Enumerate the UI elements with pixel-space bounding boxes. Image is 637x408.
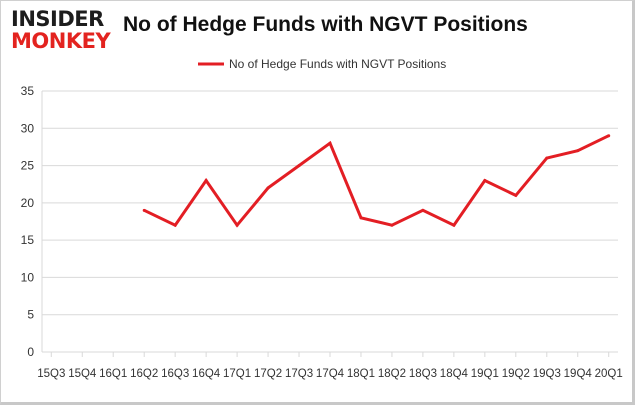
x-tick-label: 16Q3 [161,368,189,380]
x-tick-label: 19Q4 [564,368,593,380]
data-point [297,164,301,168]
x-tick-label: 18Q2 [378,368,406,380]
chart-title: No of Hedge Funds with NGVT Positions [123,13,528,36]
legend: No of Hedge Funds with NGVT Positions [198,57,446,71]
x-tick-label: 16Q2 [130,368,158,380]
data-point [483,178,487,182]
x-tick-label: 19Q3 [533,368,561,380]
x-tick-label: 17Q4 [316,368,345,380]
series-line [143,134,610,228]
y-tick-label: 25 [21,159,35,173]
x-tick-label: 17Q3 [285,368,313,380]
data-point [607,134,611,138]
x-tick-label: 18Q3 [409,368,437,380]
y-tick-label: 5 [27,308,34,322]
data-point [142,208,146,212]
x-axis-ticks: 15Q3 15Q4 16Q1 16Q2 16Q3 16Q4 17Q1 17Q2 17Q3 17Q4… [37,352,623,380]
data-point [514,193,518,197]
data-point [204,178,208,182]
data-point [266,186,270,190]
x-tick-label: 16Q1 [99,368,127,380]
insider-monkey-logo: INSIDER MONKEY [11,7,117,53]
y-tick-label: 10 [21,270,35,284]
data-point [390,223,394,227]
x-tick-label: 19Q2 [502,368,530,380]
x-tick-label: 15Q3 [37,368,65,380]
data-point [235,223,239,227]
x-tick-label: 18Q4 [440,368,469,380]
y-tick-label: 35 [21,84,35,98]
data-point [421,208,425,212]
x-tick-label: 18Q1 [347,368,375,380]
data-point [328,141,332,145]
y-tick-label: 30 [21,121,35,135]
x-tick-label: 15Q4 [68,368,97,380]
data-point [576,149,580,153]
y-tick-label: 20 [21,196,35,210]
x-tick-label: 20Q1 [595,368,623,380]
y-axis-ticks: 0 5 10 15 20 25 30 35 [21,84,35,359]
data-point [359,216,363,220]
y-tick-label: 15 [21,233,35,247]
x-tick-label: 16Q4 [192,368,221,380]
data-point [545,156,549,160]
logo-line-2: MONKEY [11,29,111,53]
x-tick-label: 19Q1 [471,368,499,380]
legend-label: No of Hedge Funds with NGVT Positions [229,57,446,71]
x-tick-label: 17Q1 [223,368,251,380]
gridlines [41,90,618,353]
y-tick-label: 0 [27,345,34,359]
data-point [452,223,456,227]
x-tick-label: 17Q2 [254,368,282,380]
data-point [173,223,177,227]
series-layer [142,134,611,228]
logo-line-1: INSIDER [11,7,104,31]
